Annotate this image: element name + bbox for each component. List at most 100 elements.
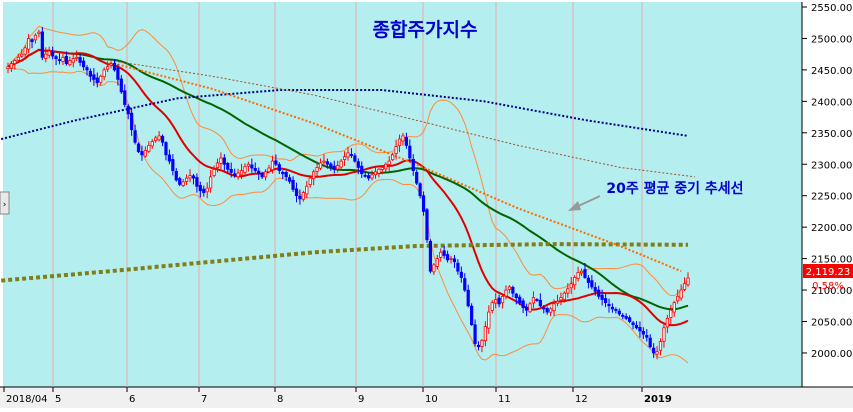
candle-body: [542, 307, 546, 310]
x-tick-label: 6: [129, 394, 135, 405]
candle-body: [449, 258, 453, 261]
candle-body: [40, 31, 44, 58]
candle-body: [353, 155, 357, 162]
candle-body: [573, 277, 577, 286]
candle-body: [174, 171, 178, 181]
candle-body: [418, 183, 422, 197]
candle-body: [442, 250, 446, 256]
candle-body: [672, 302, 676, 313]
candle-body: [603, 298, 608, 304]
candle-body: [445, 254, 450, 261]
candle-body: [638, 327, 642, 332]
candle-body: [621, 314, 625, 317]
candle-body: [439, 251, 443, 258]
y-axis-panel: [802, 2, 853, 387]
y-tick-label: 2350.00: [811, 129, 852, 140]
candle-body: [64, 55, 68, 65]
candle-body: [518, 296, 522, 304]
candle-body: [370, 174, 374, 179]
candle-body: [13, 60, 17, 64]
candle-body: [147, 144, 151, 152]
candle-body: [480, 339, 484, 347]
scroll-handle[interactable]: [0, 191, 10, 215]
candle-body: [215, 162, 220, 168]
trendline-annotation: 20주 평균 중기 추세선: [606, 180, 743, 197]
candle-body: [71, 58, 75, 63]
x-tick-label: 2018/04: [6, 394, 48, 405]
candle-body: [27, 38, 31, 50]
x-tick-label: 5: [55, 394, 61, 405]
candle-body: [102, 69, 106, 78]
candle-body: [37, 31, 41, 34]
candle-body: [195, 177, 199, 187]
candle-body: [136, 143, 141, 153]
x-axis-panel: [0, 387, 853, 408]
candle-body: [329, 163, 333, 168]
candle-body: [363, 174, 367, 177]
candle-body: [528, 303, 532, 313]
y-tick-label: 2500.00: [811, 34, 852, 45]
candle-body: [75, 56, 79, 59]
candle-body: [57, 59, 62, 61]
annotation-arrow-head: [568, 201, 581, 211]
candle-body: [116, 67, 120, 80]
candle-body: [562, 292, 566, 300]
candle-body: [47, 50, 51, 56]
candle-body: [308, 177, 312, 185]
y-axis-ticks: 2000.00 2050.00 2100.00 2150.00 2200.00 2250.…: [802, 3, 852, 360]
candle-body: [92, 74, 96, 80]
candle-body: [288, 177, 292, 182]
candle-body: [99, 75, 103, 83]
trend-20-week-line: [109, 61, 682, 273]
candle-body: [123, 90, 127, 105]
candle-body: [614, 308, 618, 311]
candle-body: [566, 288, 570, 294]
candle-body: [679, 289, 683, 299]
candle-body: [346, 152, 350, 158]
candle-body: [421, 195, 426, 212]
candle-body: [325, 161, 329, 165]
candle-body: [23, 47, 27, 55]
candle-body: [253, 168, 257, 171]
candle-body: [665, 317, 669, 328]
candle-body: [634, 324, 639, 329]
candle-body: [384, 163, 388, 170]
candle-body: [85, 67, 89, 71]
candle-body: [549, 308, 553, 313]
candle-body: [274, 160, 278, 165]
x-tick-label: 8: [277, 394, 283, 405]
candle-body: [415, 171, 419, 184]
candle-body: [425, 209, 429, 241]
candle-body: [322, 160, 326, 163]
candle-body: [54, 56, 58, 59]
candle-body: [617, 310, 621, 315]
candle-body: [243, 166, 247, 173]
candle-body: [68, 60, 72, 66]
candle-body: [682, 283, 687, 290]
scroll-arrow-icon: ›: [3, 200, 7, 210]
candle-body: [555, 300, 560, 304]
candle-body: [336, 165, 340, 170]
candle-body: [645, 335, 649, 338]
candle-body: [318, 162, 323, 169]
candle-body: [226, 163, 230, 170]
candle-body: [78, 57, 82, 63]
candle-body: [250, 164, 254, 169]
x-tick-label: 11: [498, 394, 511, 405]
candle-body: [514, 293, 518, 298]
candle-body: [284, 171, 288, 178]
candle-body: [569, 283, 573, 289]
candle-body: [511, 286, 515, 294]
candlestick-series: [6, 26, 690, 360]
y-tick-label: 2300.00: [811, 160, 852, 171]
x-tick-label: 2019: [644, 394, 672, 405]
candle-body: [658, 341, 663, 351]
candle-body: [463, 278, 467, 291]
candle-body: [497, 297, 501, 305]
candle-body: [411, 158, 415, 171]
candle-body: [552, 303, 556, 312]
candle-body: [504, 289, 508, 297]
candle-body: [167, 154, 172, 162]
candle-body: [51, 51, 55, 57]
y-tick-label: 2250.00: [811, 192, 852, 203]
